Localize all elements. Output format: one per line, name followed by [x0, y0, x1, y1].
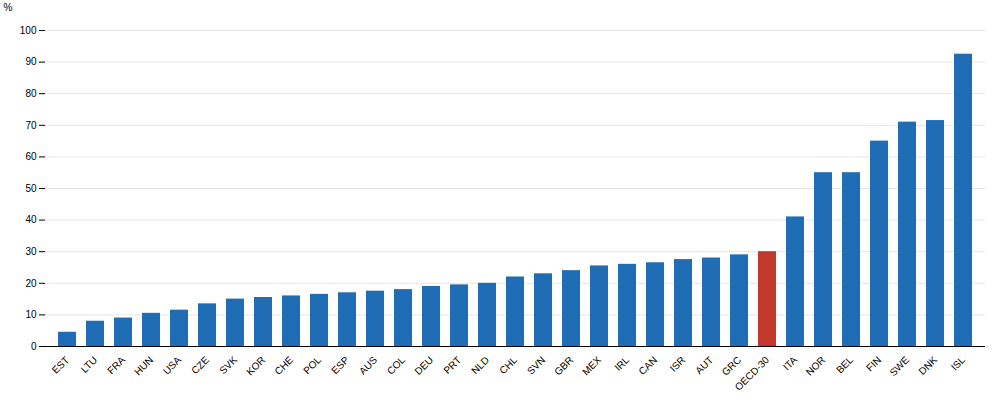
svg-text:AUS: AUS: [357, 354, 380, 377]
svg-text:MEX: MEX: [580, 354, 603, 377]
svg-text:70: 70: [25, 120, 37, 131]
svg-text:NLD: NLD: [469, 354, 491, 376]
svg-text:20: 20: [25, 278, 37, 289]
svg-text:COL: COL: [385, 354, 408, 377]
svg-text:100: 100: [20, 25, 37, 36]
svg-text:CHE: CHE: [272, 354, 295, 377]
svg-text:HUN: HUN: [132, 354, 155, 377]
svg-text:BEL: BEL: [834, 354, 855, 375]
svg-text:GBR: GBR: [552, 354, 575, 377]
svg-text:IRL: IRL: [612, 354, 631, 373]
svg-text:DEU: DEU: [412, 354, 435, 377]
svg-text:EST: EST: [50, 354, 72, 376]
svg-text:USA: USA: [161, 354, 184, 377]
svg-text:80: 80: [25, 88, 37, 99]
svg-text:LTU: LTU: [79, 354, 100, 375]
svg-text:0: 0: [31, 341, 37, 352]
svg-text:40: 40: [25, 214, 37, 225]
svg-text:ITA: ITA: [781, 354, 799, 372]
svg-text:CZE: CZE: [189, 354, 211, 376]
svg-text:SVK: SVK: [217, 354, 239, 376]
svg-text:SWE: SWE: [887, 354, 911, 378]
svg-text:60: 60: [25, 151, 37, 162]
svg-text:SVN: SVN: [525, 354, 547, 376]
svg-text:NOR: NOR: [804, 354, 828, 378]
svg-text:10: 10: [25, 309, 37, 320]
svg-text:OECD-30: OECD-30: [733, 354, 772, 393]
svg-text:POL: POL: [301, 354, 323, 376]
svg-text:%: %: [4, 2, 13, 13]
svg-text:GRC: GRC: [720, 354, 744, 378]
svg-text:PRT: PRT: [441, 354, 463, 376]
svg-text:AUT: AUT: [693, 354, 715, 376]
svg-text:ESP: ESP: [329, 354, 351, 376]
svg-text:CHL: CHL: [497, 354, 519, 376]
svg-text:CAN: CAN: [636, 354, 659, 377]
svg-text:30: 30: [25, 246, 37, 257]
svg-text:FIN: FIN: [864, 354, 883, 373]
svg-text:90: 90: [25, 56, 37, 67]
svg-text:50: 50: [25, 183, 37, 194]
svg-text:FRA: FRA: [105, 354, 127, 376]
svg-text:KOR: KOR: [244, 354, 267, 377]
svg-text:ISL: ISL: [949, 354, 968, 373]
svg-text:ISR: ISR: [668, 354, 688, 374]
svg-text:DNK: DNK: [916, 354, 939, 377]
